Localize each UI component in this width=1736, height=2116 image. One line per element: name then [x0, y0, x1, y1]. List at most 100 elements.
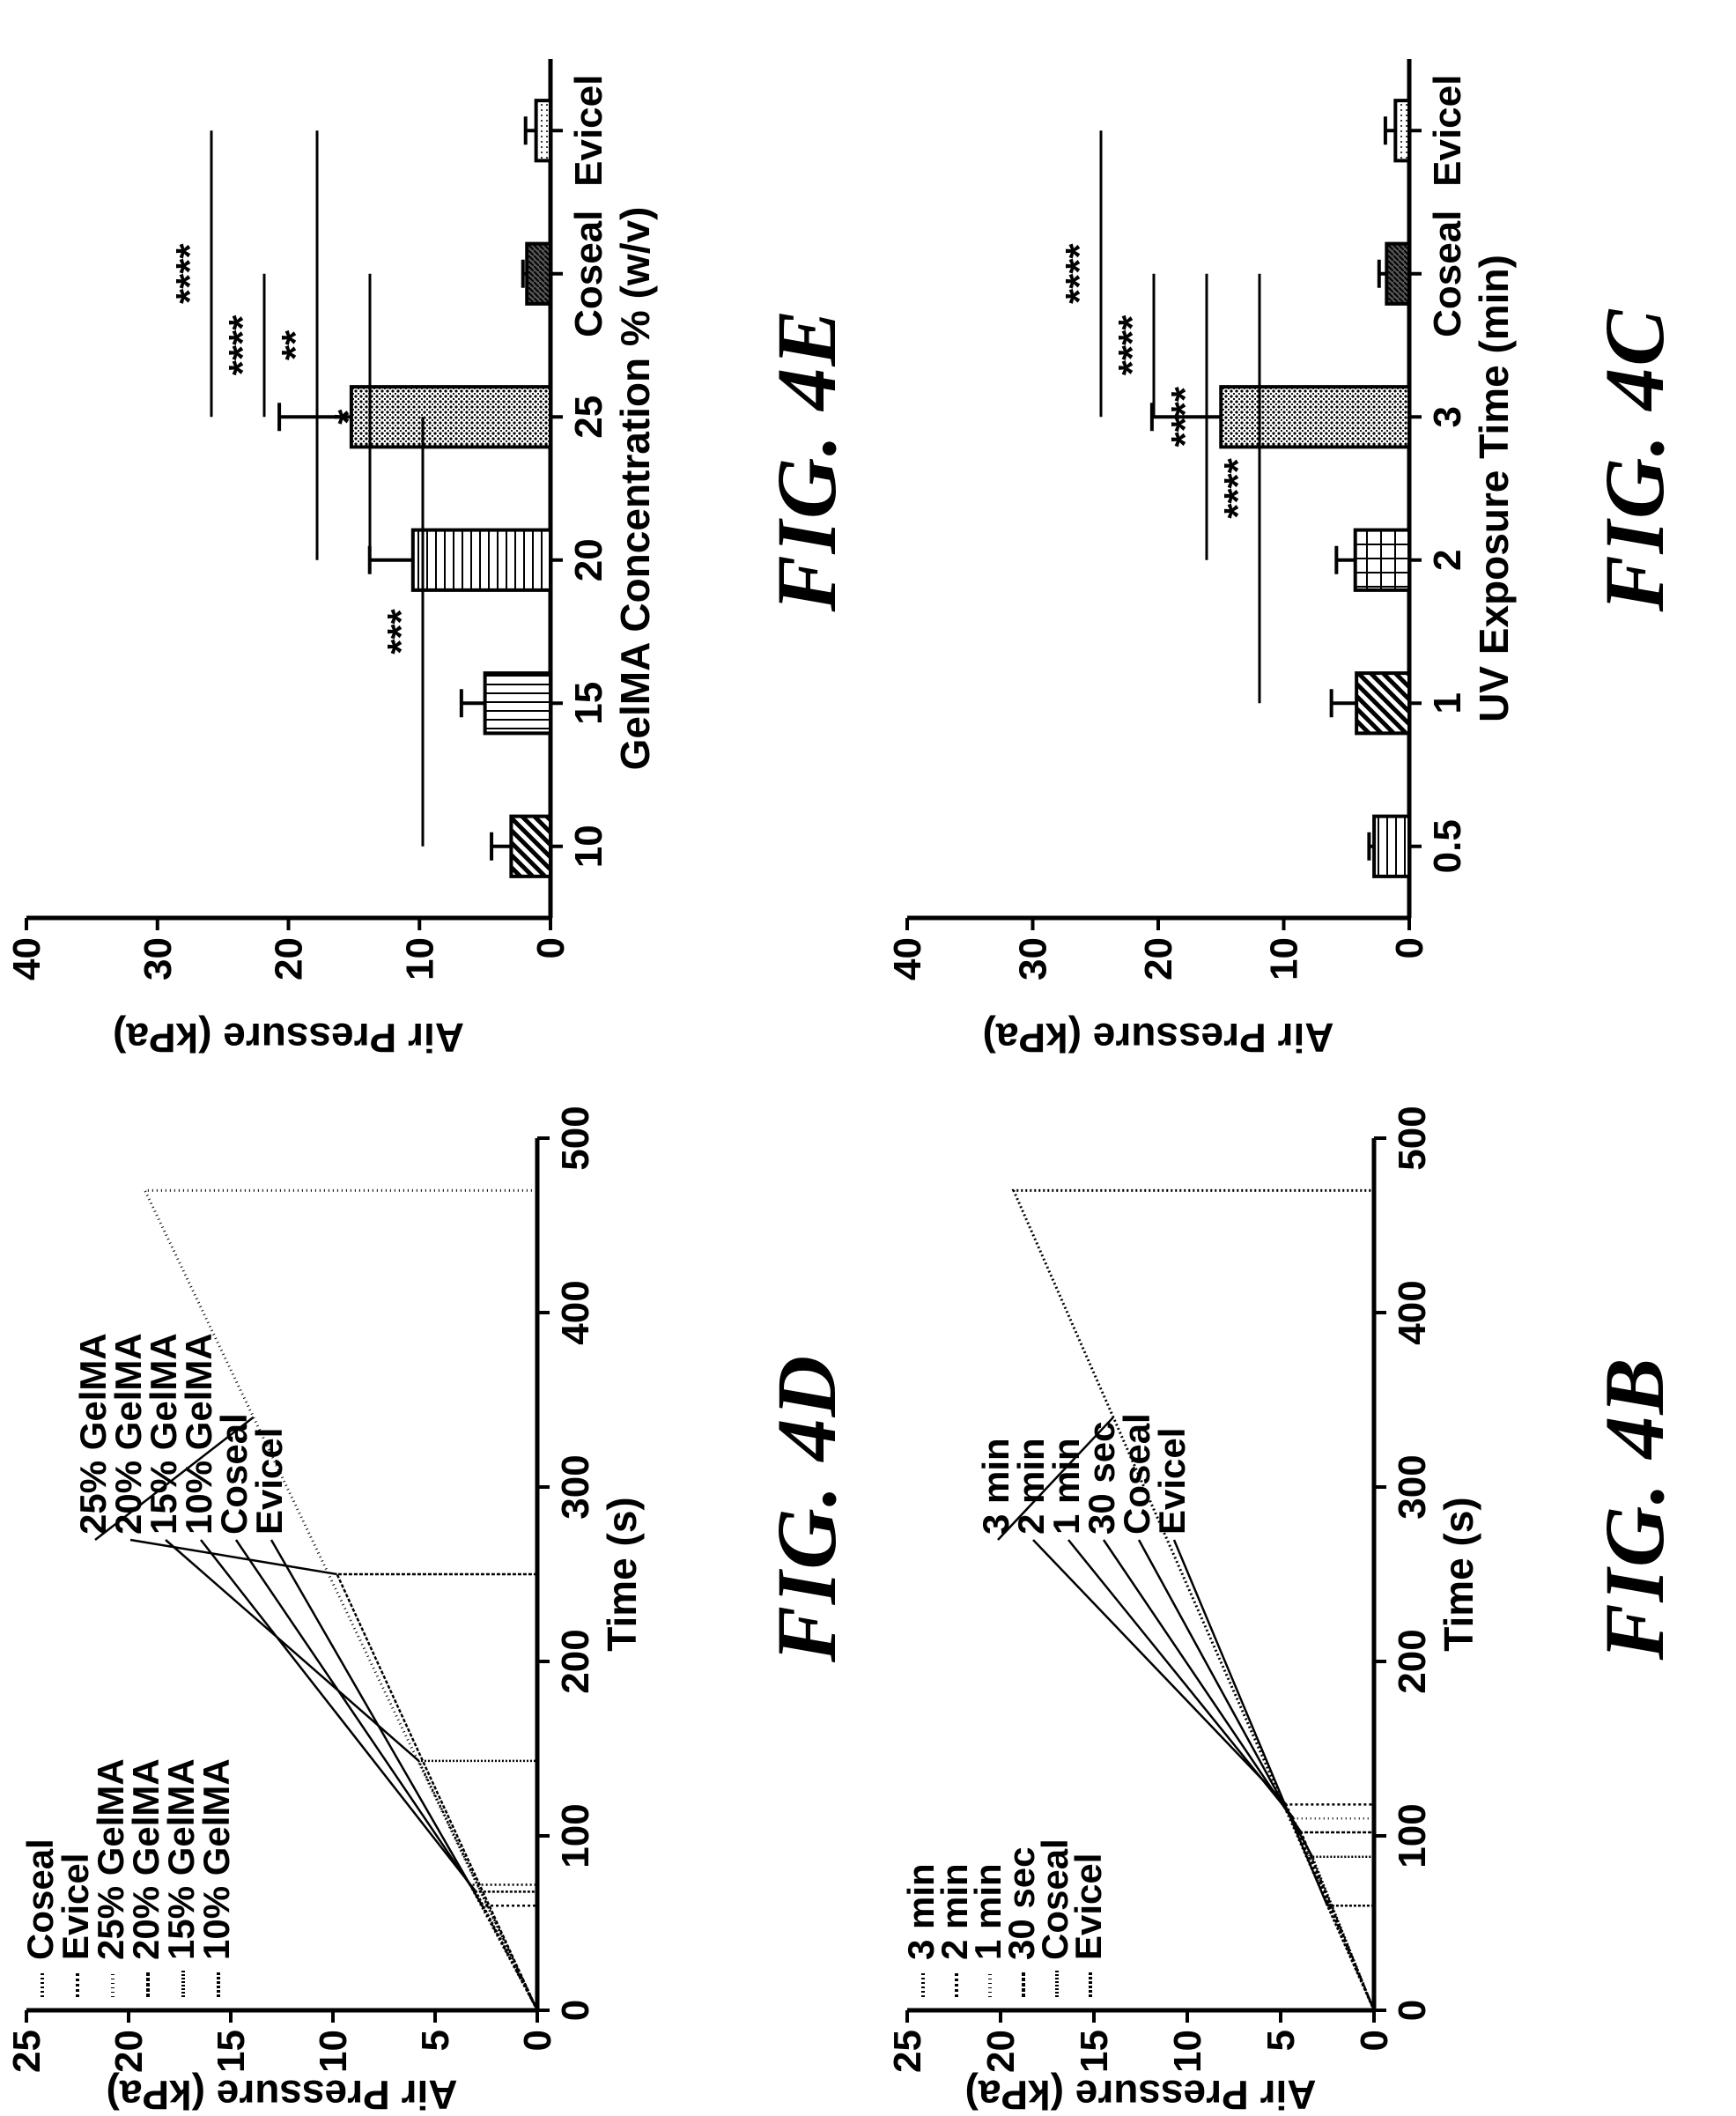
bar-0-5 — [1372, 814, 1411, 878]
y-tick-label: 20 — [1137, 937, 1180, 980]
series-line-15-gelma — [417, 1759, 539, 2011]
y-tick-label: 25 — [886, 2030, 929, 2073]
x-tick-label-1: 1 — [1426, 692, 1469, 714]
annotation-3-min: 3 min — [975, 1438, 1016, 1535]
annotation-evicel: Evicel — [248, 1428, 290, 1535]
series-line-3-min — [1011, 1188, 1376, 2011]
legend-label-15-gelma: 15% GelMA — [160, 1758, 202, 1960]
legend-label-25-gelma: 25% GelMA — [90, 1758, 131, 1960]
significance-label: **** — [1058, 243, 1101, 304]
bar-evicel — [1393, 99, 1412, 163]
bar-10 — [509, 814, 552, 878]
y-tick-label: 30 — [137, 937, 180, 980]
bar-2 — [1353, 528, 1411, 592]
annotation-1-min: 1 min — [1045, 1438, 1087, 1535]
legend-label-evicel: Evicel — [55, 1853, 96, 1960]
figure-4b-panel: 0 5 10 15 20 25 0 100 200 300 400 500 Time (s) Air Pr… — [881, 1059, 1736, 2116]
y-tick-label: 10 — [1263, 937, 1306, 980]
leader-line-3-min — [997, 1416, 1114, 1541]
legend-label-10-gelma: 10% GelMA — [196, 1758, 237, 1960]
y-tick-label: 10 — [398, 937, 441, 980]
x-tick-label: 200 — [1391, 1629, 1434, 1693]
y-tick-label: 20 — [979, 2030, 1023, 2073]
annotation-evicel: Evicel — [1151, 1428, 1193, 1535]
leader-line-2-min — [1032, 1539, 1288, 1806]
x-tick-label-evicel: Evicel — [1426, 75, 1469, 187]
annotation-15-gelma: 15% GelMA — [143, 1333, 184, 1535]
leader-line-coseal — [1137, 1539, 1314, 1858]
legend-label-coseal: Coseal — [19, 1839, 61, 1960]
y-tick-label: 10 — [312, 2030, 355, 2073]
series-line-20-gelma — [335, 1572, 539, 2011]
y-axis-label: Air Pressure (kPa) — [965, 2072, 1317, 2116]
x-tick-label-15: 15 — [567, 682, 610, 725]
leader-line-coseal — [234, 1539, 471, 1886]
legend-label-evicel: Evicel — [1067, 1853, 1109, 1960]
legend-label-3-min: 3 min — [900, 1863, 942, 1960]
y-tick-label: 15 — [1073, 2030, 1116, 2073]
x-axis-label: UV Exposure Time (min) — [1471, 255, 1517, 722]
x-tick-label: 500 — [1391, 1106, 1434, 1170]
x-tick-label-coseal: Coseal — [1426, 211, 1469, 337]
bar-evicel — [534, 99, 553, 163]
figure-label-4c: FIG. 4C — [1587, 307, 1681, 612]
x-tick-label: 100 — [1391, 1803, 1434, 1868]
bar-20 — [410, 528, 552, 592]
annotation-10-gelma: 10% GelMA — [178, 1333, 219, 1535]
x-tick-label-evicel: Evicel — [567, 75, 610, 187]
x-tick-label-25: 25 — [567, 396, 610, 439]
y-tick-label: 5 — [414, 2030, 457, 2051]
bar-3 — [1219, 385, 1411, 449]
y-tick-label: 15 — [210, 2030, 253, 2073]
line-chart-4d: 0 5 10 15 20 25 0 100 200 300 400 500 Time (s) Air Pr… — [5, 1106, 645, 2116]
y-tick-label: 40 — [886, 937, 929, 980]
bar-25 — [349, 385, 552, 449]
bar-1 — [1355, 671, 1412, 736]
x-tick-label-3: 3 — [1426, 406, 1469, 427]
annotation-coseal: Coseal — [1116, 1413, 1157, 1535]
bar-15 — [483, 671, 552, 736]
x-tick-label-coseal: Coseal — [567, 211, 610, 337]
x-axis-label: GelMA Concentration % (w/v) — [612, 207, 658, 771]
legend-label-coseal: Coseal — [1034, 1839, 1075, 1960]
significance-label: **** — [1111, 314, 1154, 375]
figure-label-4d: FIG. 4D — [759, 1353, 853, 1663]
significance-label: **** — [1163, 386, 1207, 447]
leader-line-30-sec — [1102, 1539, 1303, 1833]
x-tick-label-10: 10 — [567, 825, 610, 868]
y-tick-label: 30 — [1012, 937, 1055, 980]
bar-chart-4c: 0 10 20 30 40 0.5 1 2 3 Coseal Evicel UV Exposure T… — [886, 59, 1517, 1061]
x-tick-label: 400 — [1391, 1280, 1434, 1344]
y-tick-label: 25 — [5, 2030, 48, 2073]
figure-4c-panel: 0 10 20 30 40 0.5 1 2 3 Coseal Evicel UV Exposure T… — [881, 0, 1736, 1061]
bar-coseal — [525, 241, 552, 306]
significance-label: *** — [380, 608, 423, 654]
legend-label-1-min: 1 min — [967, 1863, 1008, 1960]
x-tick-label: 200 — [554, 1629, 597, 1693]
x-tick-label: 100 — [554, 1803, 597, 1868]
y-tick-label: 0 — [1353, 2030, 1396, 2051]
y-tick-label: 5 — [1260, 2030, 1303, 2051]
y-tick-label: 20 — [268, 937, 311, 980]
significance-label: * — [327, 409, 370, 425]
bar-coseal — [1385, 241, 1411, 306]
x-tick-label: 300 — [554, 1454, 597, 1519]
annotation-25-gelma: 25% GelMA — [72, 1333, 114, 1535]
x-axis-label: Time (s) — [1436, 1497, 1481, 1652]
y-tick-label: 0 — [529, 937, 573, 958]
legend-label-30-sec: 30 sec — [1001, 1847, 1042, 1960]
y-axis-label: Air Pressure (kPa) — [107, 2072, 458, 2116]
x-tick-label: 300 — [1391, 1454, 1434, 1519]
leader-line-evicel — [270, 1539, 484, 1906]
legend-label-20-gelma: 20% GelMA — [125, 1758, 166, 1960]
x-tick-label-2: 2 — [1426, 550, 1469, 571]
annotation-20-gelma: 20% GelMA — [107, 1333, 149, 1535]
leader-line-10-gelma — [200, 1539, 477, 1893]
y-axis-label: Air Pressure (kPa) — [113, 1015, 464, 1061]
x-tick-label: 0 — [1391, 2000, 1434, 2021]
significance-label: **** — [168, 243, 211, 304]
significance-label: ** — [274, 329, 317, 360]
annotation-2-min: 2 min — [1010, 1438, 1052, 1535]
